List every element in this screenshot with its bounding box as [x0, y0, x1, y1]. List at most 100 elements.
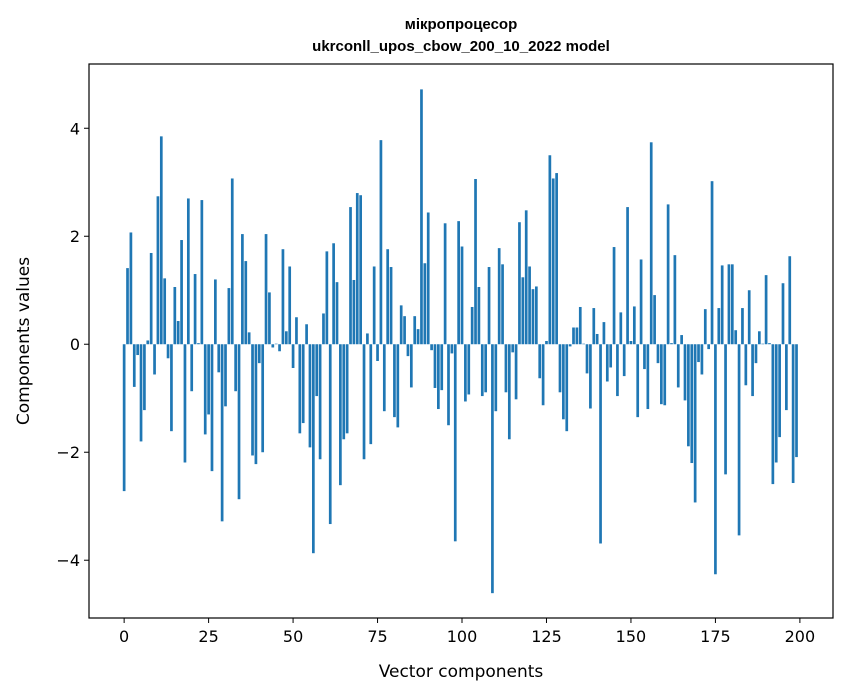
- bar-30: [224, 344, 227, 407]
- bar-15: [173, 287, 177, 345]
- bar-144: [609, 344, 613, 368]
- bar-97: [450, 344, 454, 354]
- bar-171: [700, 344, 704, 375]
- bar-109: [491, 344, 494, 594]
- bar-69: [355, 193, 359, 345]
- bar-197: [788, 256, 792, 345]
- bar-26: [210, 344, 214, 472]
- bar-53: [301, 344, 305, 424]
- bar-65: [342, 344, 346, 440]
- bar-161: [666, 204, 670, 345]
- bar-104: [474, 179, 477, 345]
- bar-5: [139, 344, 143, 442]
- bar-96: [447, 344, 450, 426]
- bar-83: [403, 316, 406, 345]
- bar-117: [518, 222, 521, 345]
- bar-165: [680, 335, 683, 345]
- bar-159: [660, 344, 663, 405]
- bar-87: [416, 329, 420, 345]
- bar-13: [166, 344, 170, 359]
- bar-196: [785, 344, 788, 411]
- bar-123: [538, 344, 542, 379]
- bar-55: [308, 344, 312, 448]
- y-tick-label: 4: [70, 119, 80, 138]
- bar-129: [558, 344, 562, 393]
- bar-154: [643, 344, 646, 370]
- bar-42: [264, 234, 268, 345]
- bar-67: [349, 207, 352, 345]
- bar-81: [396, 344, 400, 428]
- bar-35: [241, 234, 244, 345]
- bar-178: [724, 344, 727, 475]
- bar-128: [555, 173, 558, 345]
- bar-143: [605, 344, 609, 382]
- bar-90: [426, 212, 430, 345]
- bars: [122, 89, 798, 594]
- bar-169: [693, 344, 697, 503]
- bar-41: [261, 344, 265, 453]
- bar-9: [153, 344, 156, 375]
- bar-137: [585, 344, 589, 374]
- bar-105: [477, 287, 481, 345]
- bar-68: [352, 279, 356, 345]
- bar-48: [284, 331, 288, 345]
- bar-63: [335, 282, 339, 345]
- bar-91: [430, 344, 433, 351]
- x-tick-label: 0: [119, 627, 129, 646]
- bar-155: [646, 344, 650, 410]
- bar-158: [656, 344, 660, 364]
- bar-192: [771, 344, 775, 485]
- bar-62: [332, 243, 335, 345]
- bar-16: [176, 321, 180, 345]
- bar-182: [737, 344, 741, 536]
- x-tick-label: 25: [198, 627, 218, 646]
- bar-122: [534, 286, 538, 345]
- bar-8: [149, 252, 153, 345]
- bar-108: [487, 267, 491, 345]
- bar-77: [382, 344, 386, 412]
- bar-174: [710, 181, 714, 345]
- bar-175: [714, 344, 717, 575]
- bar-20: [190, 344, 194, 392]
- bar-71: [362, 344, 366, 460]
- bar-124: [541, 344, 545, 406]
- x-tick-label: 125: [531, 627, 562, 646]
- bar-106: [480, 344, 484, 397]
- bar-99: [457, 221, 460, 345]
- bar-28: [217, 344, 221, 373]
- bar-120: [528, 266, 531, 345]
- bar-141: [599, 344, 602, 544]
- bar-59: [322, 313, 325, 345]
- bar-100: [460, 246, 464, 345]
- bar-37: [247, 332, 251, 345]
- bar-167: [687, 344, 690, 447]
- bar-185: [747, 290, 751, 345]
- bar-116: [514, 344, 518, 400]
- bar-131: [565, 344, 569, 432]
- bar-52: [298, 344, 302, 434]
- bar-147: [619, 312, 623, 345]
- bar-127: [551, 178, 555, 345]
- y-axis: −4 −2 0 2 4: [56, 119, 89, 570]
- bar-142: [602, 322, 606, 345]
- bar-70: [359, 195, 363, 345]
- bar-29: [220, 344, 224, 522]
- x-tick-label: 75: [367, 627, 387, 646]
- bar-45: [274, 343, 278, 345]
- bar-51: [295, 317, 298, 345]
- bar-134: [575, 327, 579, 345]
- bar-92: [433, 344, 437, 388]
- bar-157: [653, 295, 656, 345]
- bar-126: [548, 155, 552, 345]
- bar-177: [720, 265, 724, 345]
- bar-163: [673, 255, 677, 345]
- bar-22: [197, 343, 200, 345]
- y-axis-label: Components values: [14, 257, 34, 425]
- bar-84: [406, 344, 410, 357]
- bar-36: [244, 261, 248, 345]
- bar-3: [132, 344, 136, 387]
- bar-148: [622, 344, 626, 377]
- x-tick-label: 100: [447, 627, 478, 646]
- bar-191: [768, 343, 771, 345]
- bar-46: [278, 344, 281, 352]
